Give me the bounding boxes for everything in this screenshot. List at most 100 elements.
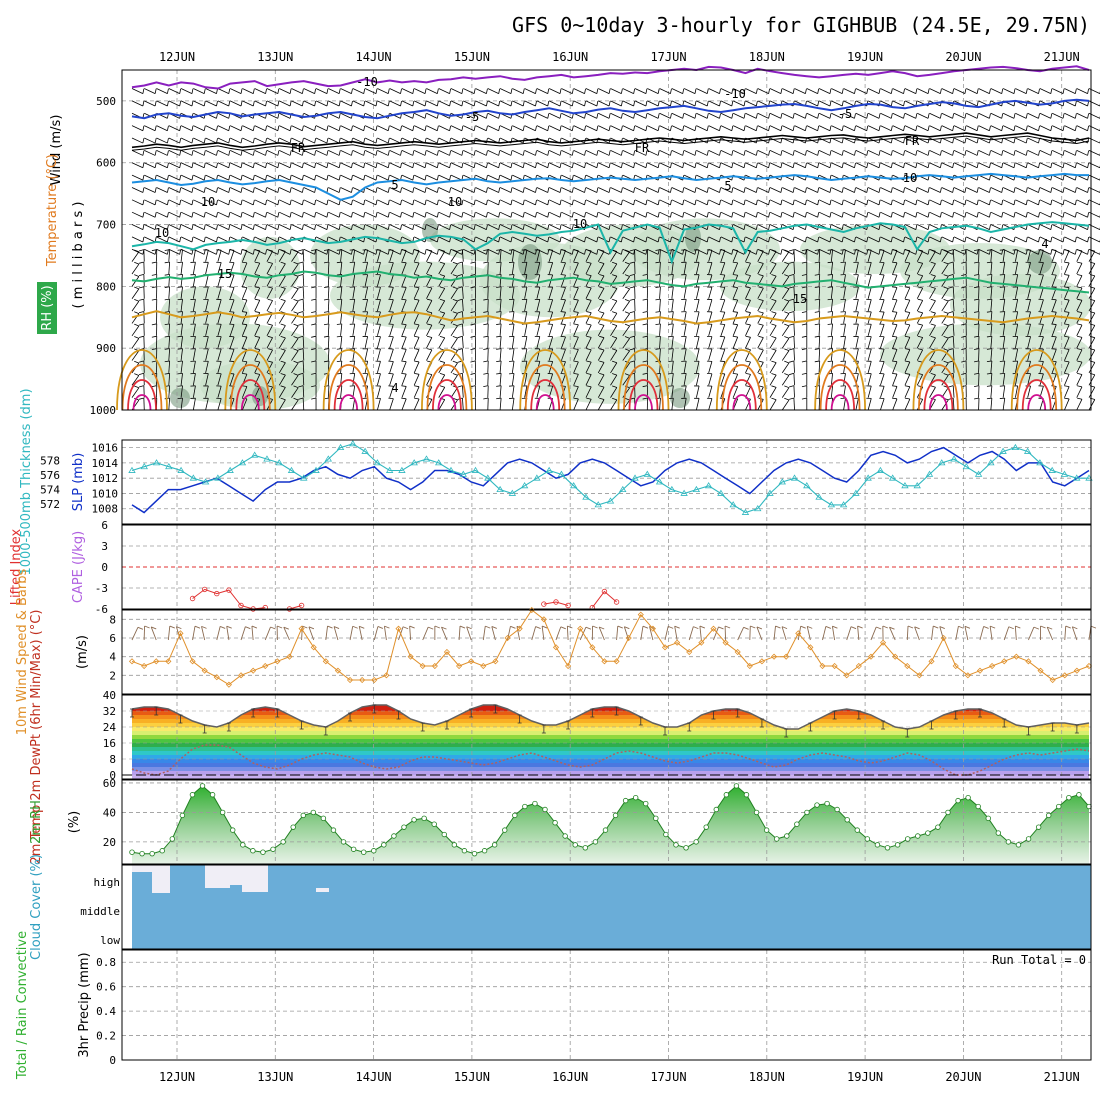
wind-barb <box>647 248 659 255</box>
wind-barb <box>180 162 193 169</box>
wind-barb-flag <box>732 274 738 276</box>
wind-barb <box>524 336 528 349</box>
wind-barb <box>414 187 426 193</box>
wind-barb <box>524 236 536 243</box>
wind-barb <box>843 274 846 287</box>
wind-barb <box>561 112 573 119</box>
temp-minmax-bar <box>1050 722 1055 732</box>
wind-barb-flag <box>841 125 844 131</box>
wind-barb-flag <box>573 286 579 289</box>
wind-barb-flag <box>719 286 725 288</box>
wind-barb <box>340 336 343 349</box>
wind-barb-flag <box>179 88 182 94</box>
wind-barb <box>880 250 885 262</box>
wind-barb-flag <box>252 125 255 131</box>
wind-barb <box>695 373 700 386</box>
wind-barb <box>426 263 433 275</box>
wind-barb-flag <box>498 150 501 156</box>
wind-barb <box>561 88 573 94</box>
wind-barb <box>426 349 433 361</box>
rh2m-point <box>199 783 206 789</box>
slp-tick-label: 1016 <box>92 442 119 455</box>
wind-barb-flag <box>891 274 898 276</box>
rh2m-point <box>411 817 417 823</box>
wind-barb-flag <box>974 360 980 363</box>
wind-barb <box>217 299 222 312</box>
wind-barb-flag <box>599 311 605 314</box>
wind-barb <box>548 250 554 262</box>
wind-barb <box>389 336 394 349</box>
wind-barb <box>880 349 885 361</box>
wind-barb <box>769 399 777 411</box>
wind-barb-flag <box>904 274 910 276</box>
wind-barb-flag <box>241 311 247 313</box>
wind10m-point <box>916 672 923 679</box>
wind-barb <box>708 100 720 107</box>
wind-barb-flag <box>755 212 758 218</box>
wind-barb-flag <box>470 385 476 388</box>
wind-barb <box>1039 250 1044 262</box>
wind-barb-flag <box>573 360 579 363</box>
wind-barb-flag <box>522 237 525 243</box>
wind-barb-flag <box>1013 88 1016 94</box>
wind-barb <box>156 199 168 206</box>
wind-barb-flag <box>719 138 721 144</box>
wind-barb <box>340 211 352 218</box>
wind-barb <box>524 150 536 156</box>
wind-barb <box>941 137 953 144</box>
wind-barb <box>806 211 818 218</box>
wind-barb-flag <box>633 212 636 218</box>
wind-barb-flag <box>1050 224 1053 230</box>
wind-barb <box>782 162 794 169</box>
wind10m-barb-flag <box>743 626 749 630</box>
wind-barb <box>278 312 286 324</box>
wind-barb-flag <box>473 212 476 218</box>
wind-barb-flag <box>608 162 611 168</box>
wind-barb-flag <box>134 311 140 314</box>
slp-tick-label: 1008 <box>92 503 119 516</box>
wind-barb <box>278 337 286 349</box>
thickness-point <box>263 455 271 462</box>
wind-barb <box>917 211 929 218</box>
wind-barb-flag <box>780 249 783 255</box>
wind-barb-flag <box>400 162 402 168</box>
wind-barb <box>303 199 315 206</box>
isotherm-label: -5 <box>465 110 479 124</box>
wind-barb-flag <box>927 150 930 156</box>
wind-barb <box>499 373 502 386</box>
wind-barb <box>855 323 859 336</box>
wind-barb <box>585 125 598 132</box>
wind-barb <box>131 125 144 132</box>
wind-barb <box>622 350 630 361</box>
isotherm-label: 10 <box>903 171 917 185</box>
wind-barb <box>475 211 487 218</box>
wind-barb-flag <box>827 323 833 325</box>
wind-barb <box>1052 199 1064 206</box>
wind-barb-flag <box>228 138 231 144</box>
wind-barb <box>438 211 450 218</box>
wind-barb <box>327 323 330 336</box>
wind-barb <box>438 88 450 94</box>
wind-barb <box>1064 150 1076 156</box>
wind-barb-flag <box>805 212 807 218</box>
wind-barb <box>941 236 953 243</box>
wind-barb-flag <box>387 150 390 156</box>
wind-barb <box>733 199 745 206</box>
wind-barb <box>511 348 515 361</box>
rh2m-point <box>401 824 407 830</box>
thickness-point <box>373 459 382 466</box>
wind-barb-flag <box>817 138 820 144</box>
wind-barb <box>917 162 929 169</box>
wind-barb <box>340 385 343 398</box>
wind-barb <box>1002 199 1015 206</box>
wind-barb <box>1051 312 1057 324</box>
wind-barb <box>1088 349 1096 361</box>
wind-barb <box>941 211 953 218</box>
wind-barb-flag <box>668 286 674 288</box>
wind-barb <box>389 137 401 144</box>
rh2m-point <box>622 797 629 804</box>
wind10m-barb <box>616 626 619 641</box>
wind-barb-flag <box>780 113 783 119</box>
wind10m-barb <box>713 626 719 641</box>
wind-barb <box>610 211 622 218</box>
